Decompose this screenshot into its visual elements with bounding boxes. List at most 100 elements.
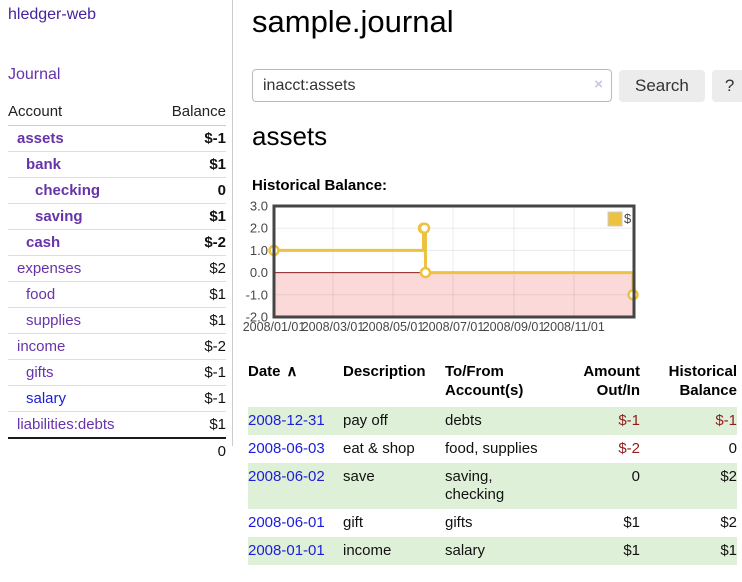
account-link[interactable]: bank — [26, 156, 62, 173]
accounts-table: Account Balance assets $-1 bank $1 check… — [8, 100, 226, 464]
transaction-amount: $1 — [623, 514, 640, 531]
transaction-description: gift — [343, 514, 364, 531]
account-balance: $1 — [209, 208, 226, 225]
transaction-date-link[interactable]: 2008-06-02 — [248, 468, 325, 485]
account-link[interactable]: liabilities:debts — [17, 416, 115, 433]
search-button[interactable]: Search — [619, 69, 705, 102]
historical-balance-chart: $3.0 2.0 1.0 0.0 -1.0 -2.0 2008/01/01 2008/03/0… — [240, 199, 660, 343]
transaction-balance: $1 — [720, 542, 737, 559]
accounts-header-account: Account — [8, 100, 153, 126]
transaction-accounts: gifts — [445, 514, 473, 531]
svg-text:2008/11/01: 2008/11/01 — [543, 320, 605, 334]
transaction-date-link[interactable]: 2008-12-31 — [248, 412, 325, 429]
transaction-accounts: food, supplies — [445, 440, 538, 457]
svg-text:2008/09/01: 2008/09/01 — [483, 320, 546, 334]
search-input[interactable] — [252, 69, 612, 102]
chart-heading: Historical Balance: — [252, 177, 388, 194]
page-title: sample.journal — [252, 4, 454, 39]
account-link[interactable]: checking — [35, 182, 101, 199]
transaction-balance: $2 — [720, 514, 737, 531]
account-link[interactable]: supplies — [26, 312, 82, 329]
svg-text:2008/03/01: 2008/03/01 — [302, 320, 365, 334]
accounts-total-value: 0 — [152, 437, 226, 464]
register-header-description: Description — [343, 363, 426, 380]
svg-text:2008/05/01: 2008/05/01 — [362, 320, 425, 334]
svg-text:2008/07/01: 2008/07/01 — [422, 320, 485, 334]
account-balance: $2 — [209, 260, 226, 277]
account-balance: $-1 — [204, 130, 226, 147]
account-row: food $1 — [8, 281, 226, 308]
transaction-amount: $1 — [623, 542, 640, 559]
search-row: × Search ? — [252, 69, 742, 102]
account-link[interactable]: expenses — [17, 260, 82, 277]
account-link[interactable]: saving — [35, 208, 83, 225]
register-header-balance: Historical Balance — [668, 363, 737, 399]
transaction-description: income — [343, 542, 392, 559]
account-row: assets $-1 — [8, 126, 226, 152]
svg-text:0.0: 0.0 — [250, 265, 268, 280]
register-row: 2008-06-03 eat & shop food, supplies $-2… — [248, 435, 737, 463]
account-balance: $1 — [209, 312, 226, 329]
account-link[interactable]: salary — [26, 390, 67, 407]
transaction-balance: 0 — [728, 440, 737, 457]
account-link[interactable]: food — [26, 286, 56, 303]
register-header-date[interactable]: Date ∧ — [248, 363, 298, 380]
account-link[interactable]: gifts — [26, 364, 54, 381]
account-row: salary $-1 — [8, 385, 226, 412]
svg-text:$: $ — [624, 211, 632, 226]
svg-text:2008/01/01: 2008/01/01 — [243, 320, 306, 334]
accounts-total-row: 0 — [8, 437, 226, 464]
account-balance: $-2 — [204, 338, 226, 355]
account-row: saving $1 — [8, 203, 226, 230]
account-link[interactable]: assets — [17, 130, 64, 147]
transaction-description: eat & shop — [343, 440, 415, 457]
transaction-description: save — [343, 468, 375, 485]
register-row: 2008-12-31 pay off debts $-1 $-1 — [248, 407, 737, 435]
svg-text:-1.0: -1.0 — [246, 287, 268, 302]
account-link[interactable]: income — [17, 338, 66, 355]
account-row: income $-2 — [8, 333, 226, 360]
register-header-amount: Amount Out/In — [583, 363, 640, 399]
transaction-accounts: debts — [445, 412, 482, 429]
register-row: 2008-06-02 save saving, checking 0 $2 — [248, 463, 737, 509]
account-row: supplies $1 — [8, 307, 226, 334]
transaction-date-link[interactable]: 2008-06-01 — [248, 514, 325, 531]
account-balance: $-1 — [204, 364, 226, 381]
account-balance: 0 — [217, 182, 226, 199]
register-row: 2008-01-01 income salary $1 $1 — [248, 537, 737, 565]
account-row: cash $-2 — [8, 229, 226, 256]
sort-ascending-icon[interactable]: ∧ — [286, 363, 298, 380]
account-balance: $-1 — [204, 390, 226, 407]
account-row: checking 0 — [8, 177, 226, 204]
sidebar-item-journal[interactable]: Journal — [8, 66, 61, 83]
transaction-balance: $-1 — [715, 412, 737, 429]
svg-text:1.0: 1.0 — [250, 243, 268, 258]
register-row: 2008-06-01 gift gifts $1 $2 — [248, 509, 737, 537]
accounts-header-balance: Balance — [152, 100, 226, 126]
register-table: Date ∧ Description To/From Account(s) Amo… — [248, 360, 737, 565]
svg-text:3.0: 3.0 — [250, 200, 268, 214]
account-balance: $1 — [209, 156, 226, 173]
sidebar: hledger-web Journal Account Balance asse… — [0, 0, 233, 464]
account-row: expenses $2 — [8, 255, 226, 282]
account-balance: $-2 — [204, 234, 226, 251]
transaction-balance: $2 — [720, 468, 737, 485]
account-row: gifts $-1 — [8, 359, 226, 386]
account-link[interactable]: cash — [26, 234, 61, 251]
transaction-amount: $-2 — [618, 440, 640, 457]
svg-text:2.0: 2.0 — [250, 221, 268, 236]
transaction-date-link[interactable]: 2008-01-01 — [248, 542, 325, 559]
brand-link[interactable]: hledger-web — [8, 6, 97, 23]
account-balance: $1 — [209, 416, 226, 433]
transaction-accounts: saving, checking — [445, 468, 505, 503]
svg-text:-2.0: -2.0 — [246, 310, 268, 325]
transaction-date-link[interactable]: 2008-06-03 — [248, 440, 325, 457]
account-row: liabilities:debts $1 — [8, 411, 226, 439]
register-header-accounts: To/From Account(s) — [445, 363, 524, 399]
transaction-amount: $-1 — [618, 412, 640, 429]
account-row: bank $1 — [8, 151, 226, 178]
chart-canvas: $3.0 2.0 1.0 0.0 -1.0 -2.02008/01/012008/03/0… — [243, 199, 639, 334]
clear-search-icon[interactable]: × — [594, 76, 603, 93]
help-button[interactable]: ? — [711, 69, 742, 102]
